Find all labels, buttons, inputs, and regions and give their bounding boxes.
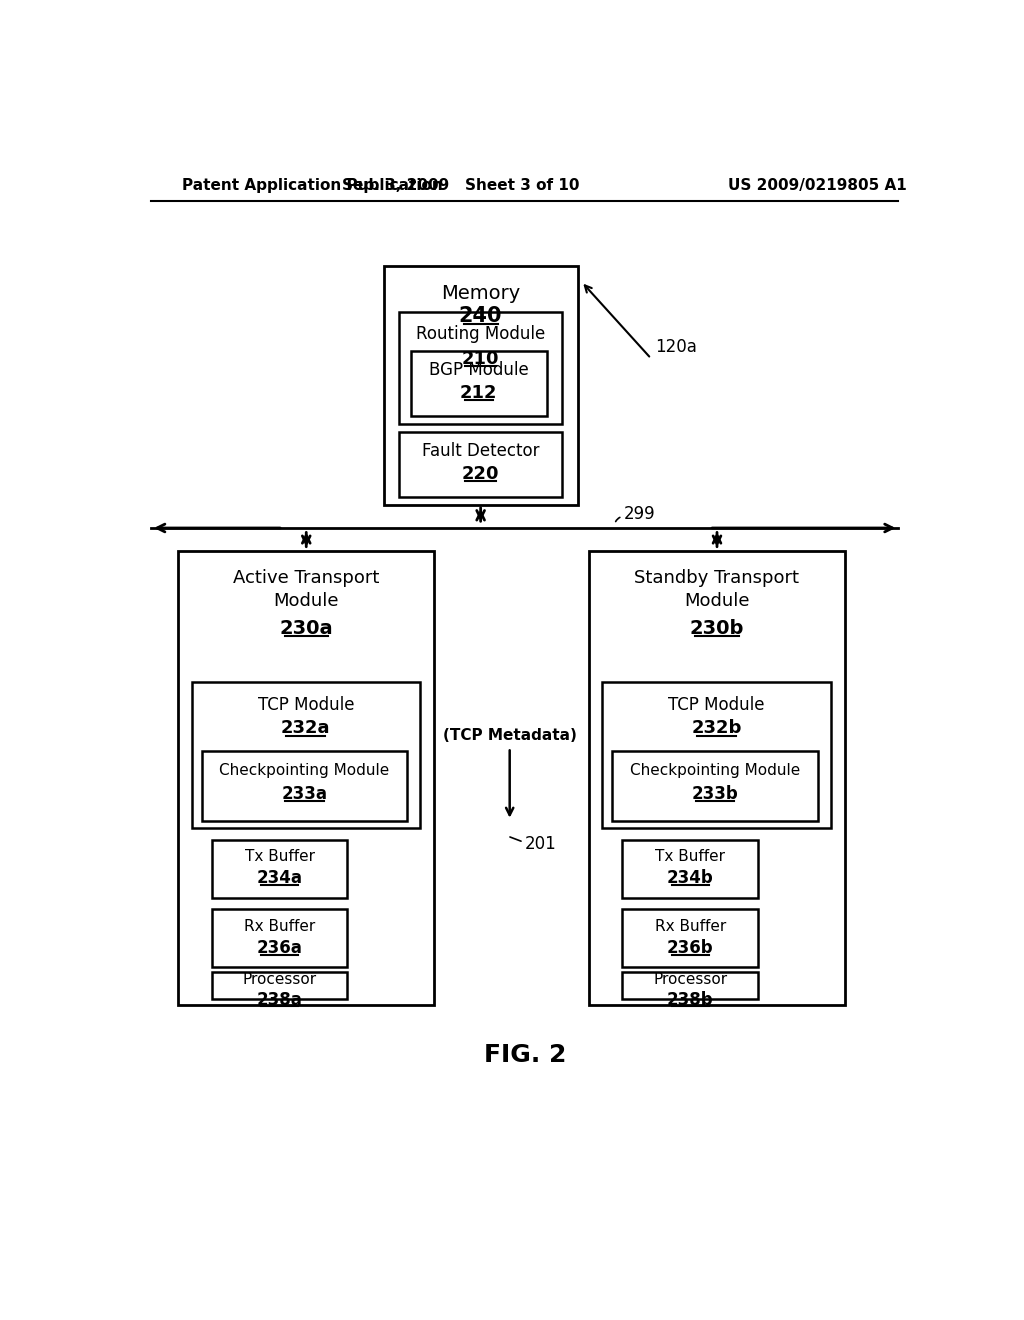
Bar	[178, 552, 434, 1006]
Text: 201: 201	[525, 834, 557, 853]
Text: TCP Module: TCP Module	[258, 696, 354, 714]
Text: 234a: 234a	[257, 870, 302, 887]
Bar	[623, 840, 758, 898]
Text: Checkpointing Module: Checkpointing Module	[630, 763, 800, 777]
Text: 210: 210	[462, 350, 500, 367]
Text: FIG. 2: FIG. 2	[483, 1043, 566, 1068]
Text: Processor: Processor	[653, 972, 727, 987]
Text: 230b: 230b	[690, 619, 744, 638]
Text: Tx Buffer: Tx Buffer	[655, 849, 725, 865]
Text: 220: 220	[462, 465, 500, 483]
Text: 233b: 233b	[691, 784, 738, 803]
Text: Tx Buffer: Tx Buffer	[245, 849, 314, 865]
Bar	[212, 973, 347, 999]
Text: Module: Module	[273, 593, 339, 610]
Bar	[202, 751, 407, 821]
Text: Sep. 3, 2009   Sheet 3 of 10: Sep. 3, 2009 Sheet 3 of 10	[342, 178, 580, 193]
Text: Routing Module: Routing Module	[416, 325, 545, 343]
Text: 238a: 238a	[257, 990, 302, 1008]
Bar	[623, 909, 758, 966]
Text: 212: 212	[460, 384, 498, 403]
Text: 234b: 234b	[667, 870, 714, 887]
Text: 238b: 238b	[667, 990, 714, 1008]
Bar	[399, 432, 562, 498]
Text: 230a: 230a	[280, 619, 333, 638]
Bar	[612, 751, 818, 821]
Text: US 2009/0219805 A1: US 2009/0219805 A1	[728, 178, 907, 193]
Text: BGP Module: BGP Module	[429, 362, 528, 379]
Text: Module: Module	[684, 593, 750, 610]
Text: Processor: Processor	[243, 972, 316, 987]
Text: 232a: 232a	[282, 719, 331, 737]
Text: 240: 240	[459, 306, 503, 326]
Bar	[191, 682, 420, 829]
Text: (TCP Metadata): (TCP Metadata)	[442, 729, 577, 743]
Text: 120a: 120a	[655, 338, 697, 356]
Bar	[212, 909, 347, 966]
Text: 236a: 236a	[257, 939, 302, 957]
Bar	[589, 552, 845, 1006]
Bar	[411, 351, 547, 416]
Text: Checkpointing Module: Checkpointing Module	[219, 763, 389, 777]
Text: 232b: 232b	[691, 719, 741, 737]
Text: TCP Module: TCP Module	[669, 696, 765, 714]
Text: Patent Application Publication: Patent Application Publication	[182, 178, 443, 193]
Text: 299: 299	[624, 506, 655, 523]
Text: Fault Detector: Fault Detector	[422, 442, 540, 459]
Text: 233a: 233a	[282, 784, 328, 803]
Bar	[399, 313, 562, 424]
Text: Memory: Memory	[441, 284, 520, 302]
Bar	[623, 973, 758, 999]
Bar	[602, 682, 830, 829]
Text: Rx Buffer: Rx Buffer	[244, 919, 315, 933]
Text: Standby Transport: Standby Transport	[635, 569, 800, 587]
Text: Rx Buffer: Rx Buffer	[654, 919, 726, 933]
Bar	[212, 840, 347, 898]
Text: 236b: 236b	[667, 939, 714, 957]
Text: Active Transport: Active Transport	[233, 569, 380, 587]
Bar	[384, 267, 578, 506]
